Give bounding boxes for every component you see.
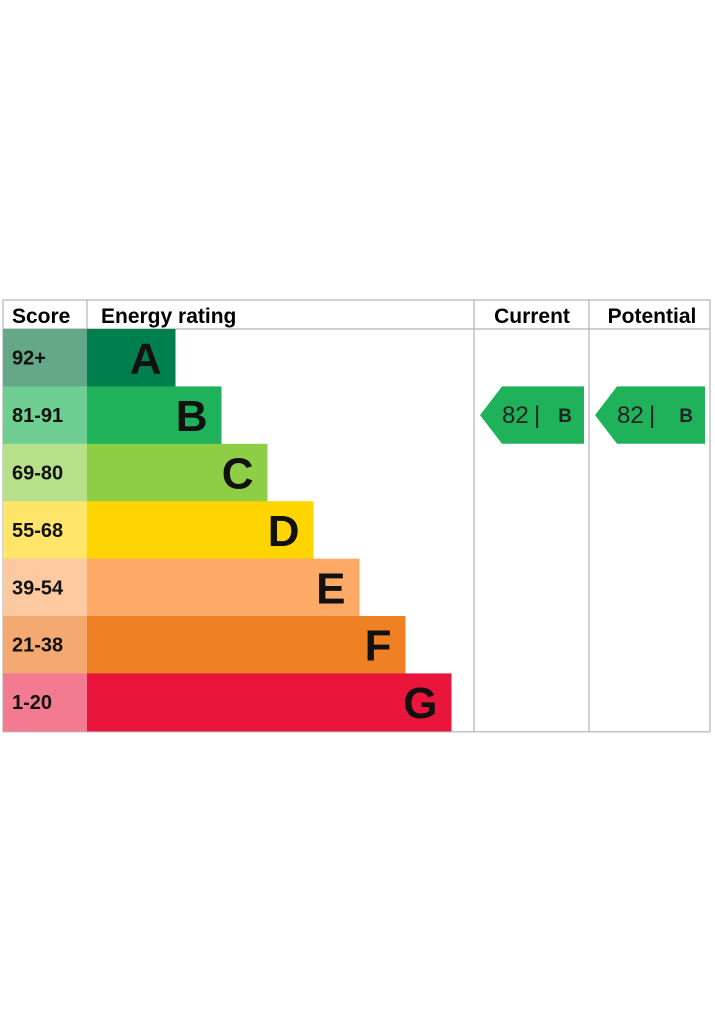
score-label-f: 21-38 [12,635,63,657]
band-d: 55-68 D [3,501,314,560]
score-label-e: 39-54 [12,577,64,599]
score-cell-e [3,558,87,617]
score-cell-f [3,616,87,674]
band-letter-d: D [268,507,300,556]
score-label-c: 69-80 [12,463,63,485]
current-rating-arrow [480,386,584,444]
potential-rating-separator: | [649,402,655,429]
band-bar-e [87,558,360,617]
score-cell-c [3,443,87,502]
band-g: 1-20 G [3,673,452,732]
potential-rating-value: 82 [617,402,644,429]
band-bar-f [87,616,406,674]
score-label-g: 1-20 [12,692,52,714]
current-rating-letter: B [558,406,572,427]
rating-indicators: 82 | B 82 | B [480,386,705,444]
band-letter-e: E [316,564,345,613]
band-bar-b [87,386,222,445]
energy-rating-header: Energy rating [101,305,236,328]
current-rating-value: 82 [502,402,529,429]
score-cell-a [3,329,87,387]
current-rating-separator: | [534,402,540,429]
band-bar-g [87,673,452,732]
current-rating-indicator: 82 | B [480,386,584,444]
score-cell-d [3,501,87,560]
rating-bands: 92+ A 81-91 B 69-80 C 55-68 D 39-54 E 21-38 F 1-20 G [3,329,452,732]
header-row: Score Energy rating Current Potential [12,305,696,328]
score-label-b: 81-91 [12,405,63,427]
band-e: 39-54 E [3,558,360,617]
score-label-d: 55-68 [12,520,63,542]
potential-rating-arrow [595,386,705,444]
band-letter-c: C [222,450,254,499]
score-header: Score [12,305,70,328]
band-letter-g: G [403,679,437,728]
band-letter-f: F [365,622,392,671]
band-bar-c [87,443,268,502]
band-bar-a [87,329,176,387]
band-a: 92+ A [3,329,176,387]
band-bar-d [87,501,314,560]
band-letter-a: A [130,335,162,384]
score-cell-g [3,673,87,732]
score-label-a: 92+ [12,348,46,370]
band-f: 21-38 F [3,616,406,674]
potential-rating-indicator: 82 | B [595,386,705,444]
potential-header: Potential [608,305,697,328]
potential-rating-letter: B [679,406,693,427]
band-c: 69-80 C [3,443,268,502]
band-letter-b: B [176,392,208,441]
band-b: 81-91 B [3,386,222,445]
current-header: Current [494,305,570,328]
score-cell-b [3,386,87,445]
